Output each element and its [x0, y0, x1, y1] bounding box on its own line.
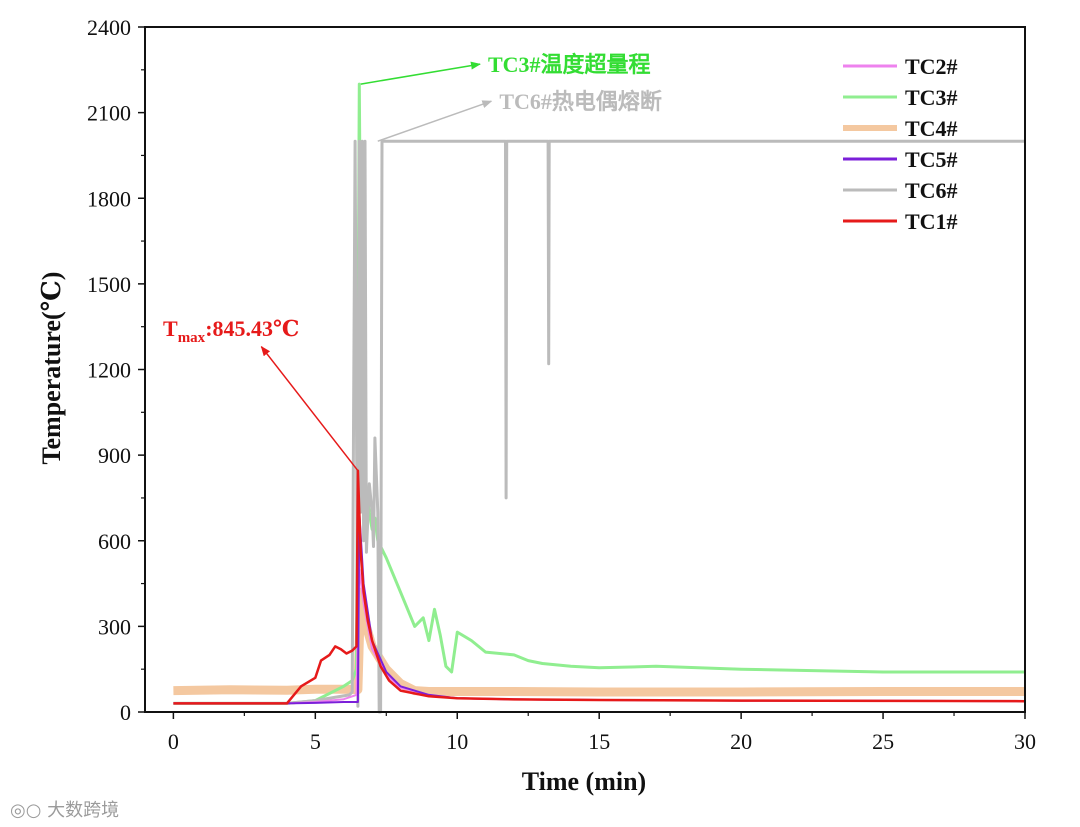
series-line-tc3 — [173, 82, 1025, 705]
x-tick-label: 0 — [168, 729, 179, 754]
axis-ticks: 0 5 10 15 20 25 300300600900120015001800210024… — [87, 15, 1036, 754]
annotations: TC3#温度超量程 TC6#热电偶熔断 Tmax:845.43℃ — [163, 52, 662, 472]
watermark-logo: ◎○ 大数跨境 — [10, 796, 119, 822]
series-line-tc6 — [173, 139, 1025, 714]
legend-label: TC1# — [905, 209, 958, 234]
y-tick-label: 1800 — [87, 186, 131, 211]
y-tick-label: 1200 — [87, 358, 131, 383]
x-tick-label: 10 — [446, 729, 468, 754]
annotation-label: TC6#热电偶熔断 — [499, 89, 662, 114]
series-line-tc4 — [173, 587, 1025, 697]
annotation-arrow — [260, 345, 359, 472]
y-tick-label: 600 — [98, 529, 131, 554]
plot-area — [173, 82, 1026, 714]
legend-label: TC2# — [905, 54, 958, 79]
x-tick-label: 5 — [310, 729, 321, 754]
x-tick-label: 25 — [872, 729, 894, 754]
annotation-arrow — [377, 100, 493, 142]
y-tick-label: 900 — [98, 443, 131, 468]
legend: TC2# TC3# TC4# TC5# TC6# TC1# — [843, 54, 958, 234]
watermark-text: 大数跨境 — [47, 800, 120, 821]
x-tick-label: 20 — [730, 729, 752, 754]
y-tick-label: 300 — [98, 614, 131, 639]
legend-label: TC4# — [905, 116, 958, 141]
legend-label: TC5# — [905, 147, 958, 172]
legend-label: TC6# — [905, 178, 958, 203]
y-tick-label: 2100 — [87, 101, 131, 126]
y-tick-label: 0 — [120, 700, 131, 725]
series-line-tc5 — [173, 511, 1026, 705]
y-axis-title: Temperature(℃) — [37, 272, 66, 465]
series-line-tc2 — [173, 568, 1026, 705]
tmax-annotation-label: Tmax:845.43℃ — [163, 316, 299, 346]
y-tick-label: 1500 — [87, 272, 131, 297]
annotation-arrow — [360, 61, 481, 85]
series-line-tc1 — [173, 469, 1026, 705]
watermark-icon: ◎○ — [10, 800, 42, 821]
annotation-label: TC3#温度超量程 — [488, 52, 651, 77]
legend-label: TC3# — [905, 85, 958, 110]
x-axis-title: Time (min) — [522, 767, 646, 796]
x-tick-label: 15 — [588, 729, 610, 754]
x-tick-label: 30 — [1014, 729, 1036, 754]
y-tick-label: 2400 — [87, 15, 131, 40]
